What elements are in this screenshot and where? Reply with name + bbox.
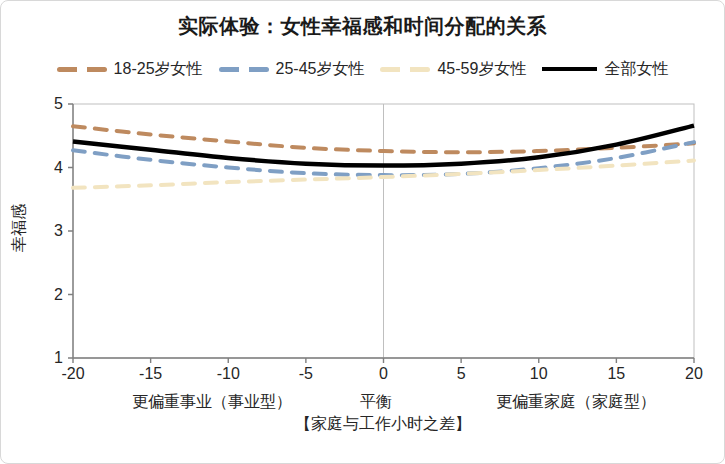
x-axis-title: 【家庭与工作小时之差】 [223, 414, 543, 435]
x-zone-label-balance: 平衡 [326, 392, 426, 413]
x-tick-label: -10 [198, 365, 258, 383]
x-tick-label: 10 [509, 365, 569, 383]
y-axis-title: 幸福感 [9, 188, 31, 268]
x-zone-label-career: 更偏重事业（事业型） [107, 392, 317, 413]
x-zone-label-family: 更偏重家庭（家庭型） [466, 392, 686, 413]
y-tick-label: 2 [33, 286, 63, 304]
x-tick-label: 15 [586, 365, 646, 383]
y-tick-label: 4 [33, 159, 63, 177]
x-tick-label: 20 [664, 365, 724, 383]
y-tick-label: 3 [33, 222, 63, 240]
x-tick-label: -15 [121, 365, 181, 383]
y-tick-label: 5 [33, 95, 63, 113]
x-tick-label: 5 [431, 365, 491, 383]
x-tick-label: 0 [354, 365, 414, 383]
x-tick-label: -20 [43, 365, 103, 383]
x-tick-label: -5 [276, 365, 336, 383]
chart-frame: 实际体验：女性幸福感和时间分配的关系 18-25岁女性 25-45岁女性 45-… [0, 0, 725, 464]
